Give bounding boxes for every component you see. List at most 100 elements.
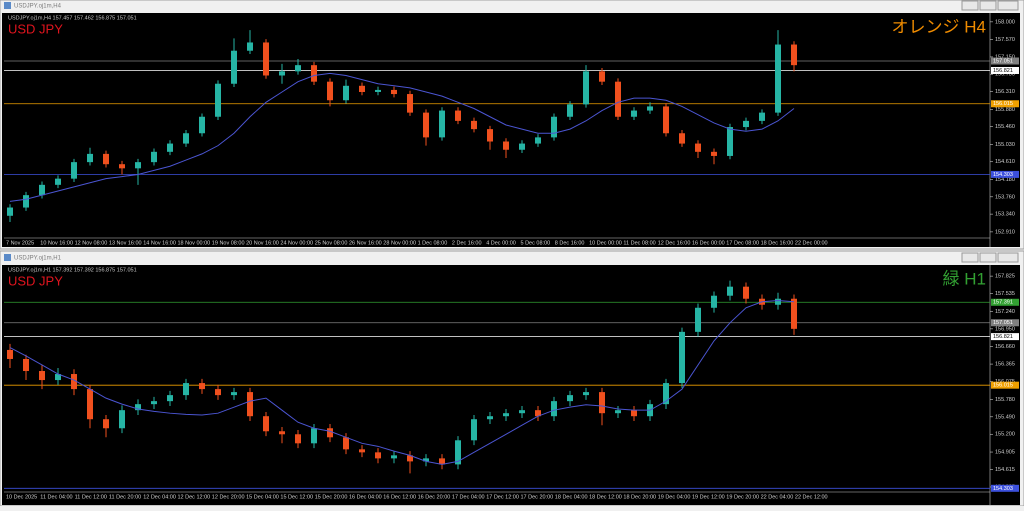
x-tick-label: 15 Dec 12:00 [280,494,313,500]
candle-body [503,413,509,417]
x-tick-label: 5 Dec 08:00 [521,240,551,246]
x-tick-label: 19 Dec 04:00 [658,494,691,500]
candle-body [167,143,173,152]
candle-body [487,416,493,420]
candle-body [519,410,525,414]
y-tick-label: 156.660 [995,344,1015,350]
price-label: 156.015 [993,383,1013,389]
symbol-label: USD JPY [8,273,63,288]
price-label-box [991,66,1019,74]
x-tick-label: 10 Dec 2025 [6,494,37,500]
x-tick-label: 18 Dec 04:00 [555,494,588,500]
y-tick-label: 153.760 [995,194,1015,200]
x-tick-label: 18 Dec 12:00 [589,494,622,500]
y-tick-label: 157.240 [995,309,1015,315]
close-button[interactable] [997,0,1019,11]
x-tick-label: 15 Dec 20:00 [315,494,348,500]
window-title: USDJPY.oj1m,H4 [14,4,62,10]
candle-body [775,44,781,113]
candle-body [743,120,749,128]
price-label-box [991,381,1019,389]
candle-body [87,389,93,420]
minimize-button[interactable] [961,0,979,11]
candle-body [151,401,157,405]
candle-body [7,207,13,216]
candle-body [343,85,349,101]
x-tick-label: 12 Dec 04:00 [143,494,176,500]
x-tick-label: 1 Dec 08:00 [418,240,448,246]
moving-average [9,300,795,465]
y-tick-label: 157.150 [995,54,1015,60]
x-tick-label: 15 Dec 04:00 [246,494,279,500]
candle-body [423,458,429,462]
candle-body [439,110,445,138]
x-tick-label: 12 Nov 08:00 [75,240,108,246]
candle-body [311,428,317,444]
candle-body [791,298,797,329]
candle-body [487,129,493,142]
y-tick-label: 154.610 [995,159,1015,165]
candle-body [679,331,685,384]
x-tick-label: 17 Dec 08:00 [726,240,759,246]
candle-body [503,141,509,150]
close-button[interactable] [997,252,1019,263]
candle-body [647,106,653,111]
x-tick-label: 10 Dec 00:00 [589,240,622,246]
window-title: USDJPY.oj1m,H1 [14,256,62,262]
candle-body [631,410,637,417]
candle-body [215,83,221,117]
candle-body [327,81,333,101]
candle-body [615,410,621,414]
candle-body [583,392,589,396]
price-label: 157.051 [993,320,1013,326]
candle-body [695,307,701,332]
x-tick-label: 18 Dec 16:00 [761,240,794,246]
candle-body [151,151,157,163]
x-tick-label: 18 Nov 00:00 [178,240,211,246]
candle-body [279,431,285,435]
candle-body [695,143,701,152]
price-label: 154.303 [993,486,1013,492]
candle-body [791,44,797,66]
x-tick-label: 12 Dec 20:00 [212,494,245,500]
candle-body [599,392,605,414]
y-tick-label: 155.490 [995,414,1015,420]
candle-body [567,104,573,117]
candle-body [663,383,669,405]
candle-body [727,127,733,156]
candle-body [551,116,557,138]
x-tick-label: 4 Dec 00:00 [486,240,516,246]
price-label-box [991,319,1019,327]
candle-body [535,137,541,144]
candle-body [87,153,93,163]
y-tick-label: 154.180 [995,177,1015,183]
candle-body [455,110,461,121]
candle-body [247,392,253,417]
candle-body [679,133,685,144]
x-tick-label: 17 Dec 12:00 [486,494,519,500]
candle-body [39,371,45,381]
candle-body [743,286,749,299]
chart-area [2,13,1020,247]
price-label: 156.821 [993,68,1013,74]
x-tick-label: 25 Nov 08:00 [315,240,348,246]
minimize-button[interactable] [961,252,979,263]
candle-body [535,410,541,417]
x-tick-label: 11 Dec 12:00 [75,494,107,500]
x-tick-label: 16 Dec 00:00 [692,240,725,246]
price-label: 157.051 [993,58,1013,64]
x-tick-label: 2 Dec 16:00 [452,240,482,246]
x-tick-label: 26 Nov 16:00 [349,240,382,246]
y-tick-label: 157.535 [995,291,1015,297]
chart-info: USDJPY.oj1m,H4 157.457 157.462 156.875 1… [8,15,137,21]
candle-body [359,449,365,453]
maximize-button[interactable] [979,252,997,263]
y-tick-label: 158.000 [995,19,1015,25]
x-tick-label: 8 Dec 16:00 [555,240,585,246]
y-tick-label: 157.570 [995,37,1015,43]
candle-body [343,437,349,450]
price-label-box [991,484,1019,492]
candle-body [615,81,621,117]
maximize-button[interactable] [979,0,997,11]
candle-body [391,89,397,95]
